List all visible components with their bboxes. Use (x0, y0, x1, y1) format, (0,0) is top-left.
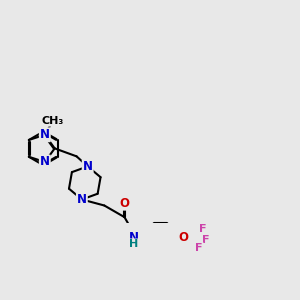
Text: O: O (119, 197, 130, 210)
Text: F: F (195, 243, 203, 254)
Text: F: F (199, 224, 206, 234)
Text: H: H (129, 239, 138, 249)
Text: N: N (77, 193, 87, 206)
Text: O: O (178, 231, 188, 244)
Text: F: F (202, 235, 209, 244)
Text: N: N (40, 155, 50, 169)
Text: N: N (128, 231, 139, 244)
Text: N: N (83, 160, 93, 173)
Text: N: N (40, 128, 50, 141)
Text: CH₃: CH₃ (42, 116, 64, 126)
